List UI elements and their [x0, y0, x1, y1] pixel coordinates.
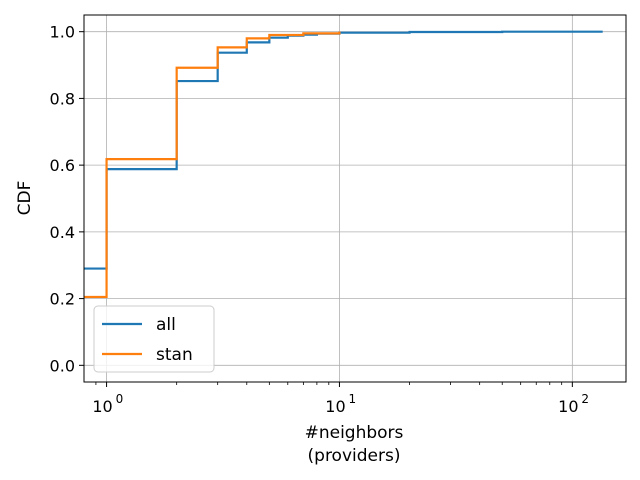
y-axis-ticks: 0.0 0.2 0.4 0.6 0.8 1.0	[50, 23, 84, 375]
legend: all stan	[93, 305, 215, 373]
legend-label-stan: stan	[156, 345, 193, 365]
plot-frame	[83, 14, 627, 383]
series-group	[84, 30, 603, 299]
series-line-stan	[84, 31, 341, 299]
x-tick-label-2: 10	[558, 397, 578, 416]
y-tick-label-1: 0.2	[50, 290, 75, 309]
x-axis-label-line2: (providers)	[308, 446, 401, 466]
y-tick-label-5: 1.0	[50, 23, 75, 42]
x-tick-label-0: 10	[92, 397, 112, 416]
legend-box	[93, 305, 215, 373]
x-tick-exponent-2: 2	[581, 392, 589, 406]
y-tick-label-2: 0.4	[50, 223, 75, 242]
y-tick-label-0: 0.0	[50, 356, 75, 375]
x-tick-exponent-1: 1	[348, 392, 356, 406]
x-axis-label: #neighbors	[305, 423, 404, 443]
x-tick-exponent-0: 0	[116, 392, 124, 406]
y-tick-label-4: 0.8	[50, 89, 75, 108]
x-tick-label-1: 10	[325, 397, 345, 416]
y-axis-label: CDF	[15, 181, 35, 216]
x-axis-ticks: 10 0 10 1 10 2	[92, 382, 589, 416]
y-tick-label-3: 0.6	[50, 156, 75, 175]
legend-label-all: all	[156, 315, 176, 335]
